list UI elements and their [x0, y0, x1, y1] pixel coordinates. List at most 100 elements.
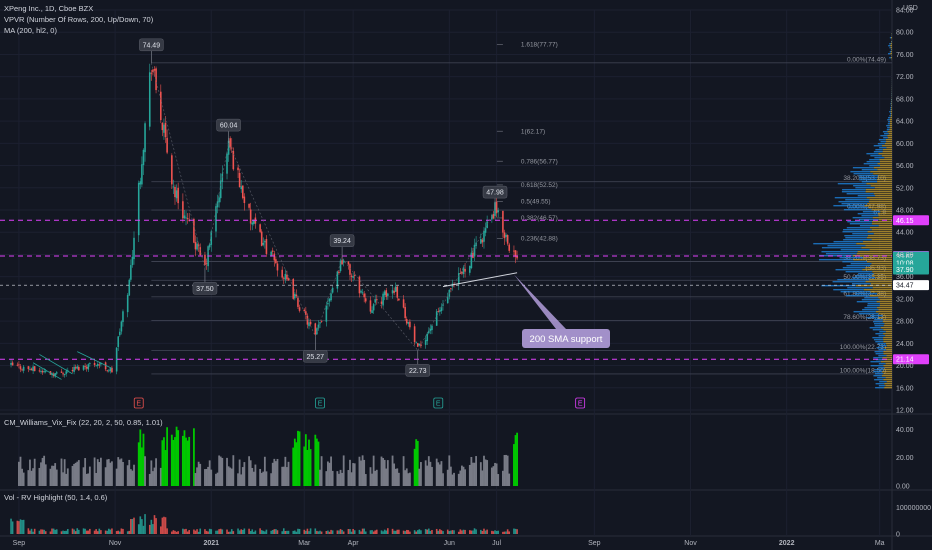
candle-body: [352, 276, 354, 278]
vp-bar-down: [882, 318, 892, 321]
vol-bar: [87, 530, 90, 534]
vp-bar-down: [868, 206, 892, 209]
vol-bar: [429, 530, 432, 534]
candle-body: [227, 140, 230, 155]
vol-bar: [76, 528, 79, 534]
candle-body: [369, 300, 372, 312]
candle-body: [141, 164, 143, 185]
vp-bar-up: [878, 362, 886, 365]
vix-fix-pane: 40.00 20.00 0.00: [18, 426, 914, 491]
vix-bar: [297, 430, 299, 486]
candle-body: [142, 149, 145, 166]
vp-bar-up: [874, 318, 883, 321]
candle-body: [241, 185, 244, 198]
candle-body: [226, 153, 228, 174]
candle-body: [309, 321, 312, 325]
legend-vpvr[interactable]: VPVR (Number Of Rows, 200, Up/Down, 70): [4, 15, 154, 24]
vp-bar-up: [846, 226, 871, 229]
legend-vol[interactable]: Vol - RV Highlight (50, 1.4, 0.6): [4, 493, 108, 502]
vol-bar: [295, 531, 298, 534]
vix-bar: [104, 467, 107, 486]
candle-body: [353, 274, 356, 276]
vol-bar: [513, 528, 515, 534]
candle-body: [393, 290, 395, 293]
vix-bar: [336, 471, 339, 486]
vix-bar: [468, 464, 471, 486]
vp-bar-down: [887, 134, 892, 137]
vix-bar: [139, 429, 142, 486]
vol-bar: [418, 529, 421, 534]
vix-bar: [385, 468, 388, 486]
candle-body: [98, 364, 101, 366]
fib-ret-label: 0.00%(74.49): [847, 56, 886, 63]
vp-bar-down: [872, 270, 892, 273]
vp-bar-down: [862, 268, 892, 271]
vol-bar: [106, 530, 109, 534]
vix-bar: [281, 466, 284, 486]
vol-bar: [325, 530, 328, 534]
vol-bar: [232, 531, 235, 534]
vix-bar: [292, 447, 295, 486]
vol-bar: [240, 529, 243, 534]
candle-body: [375, 299, 378, 301]
vix-bar: [293, 438, 296, 486]
vix-bar: [492, 466, 495, 486]
vix-bar: [177, 430, 180, 486]
vol-bar: [506, 529, 509, 534]
fib-partial-label: (36.93): [865, 265, 886, 272]
vix-bar: [63, 459, 66, 486]
vp-bar-up: [874, 350, 884, 353]
candle-body: [306, 315, 309, 325]
vp-bar-down: [875, 276, 892, 279]
vol-bar: [294, 530, 296, 534]
candle-body: [248, 203, 250, 208]
vix-bar: [241, 467, 244, 486]
vp-bar-down: [882, 148, 892, 151]
vol-bar: [317, 531, 320, 534]
candle-body: [177, 187, 179, 204]
vol-bar: [385, 530, 388, 534]
candle-body: [483, 230, 485, 242]
candle-body: [271, 250, 274, 252]
vix-bar: [65, 473, 68, 486]
candle-body: [508, 244, 511, 251]
vol-bar: [270, 530, 272, 534]
fib-ret-label: 38.20%(38.73): [843, 255, 886, 262]
legend-vix[interactable]: CM_Williams_Vix_Fix (22, 20, 2, 50, 0.85…: [4, 418, 163, 427]
vix-bar: [274, 461, 277, 486]
vol-bar: [183, 529, 186, 534]
candle-body: [360, 290, 362, 293]
vol-bar: [54, 529, 56, 534]
vp-bar-down: [891, 104, 892, 107]
vp-bar-down: [884, 382, 892, 385]
candle-body: [148, 72, 151, 127]
candle-body: [287, 278, 290, 281]
candle-body: [230, 147, 233, 149]
vix-bar: [148, 473, 151, 486]
legend-title[interactable]: XPeng Inc., 1D, Cboe BZX: [4, 4, 94, 13]
vix-bar: [265, 471, 268, 486]
candle-body: [262, 242, 265, 245]
candle-body: [292, 279, 295, 299]
candle-body: [402, 299, 405, 308]
vp-bar-down: [884, 358, 892, 361]
vix-bar: [325, 471, 328, 486]
vol-bar: [11, 521, 14, 534]
candle-body: [205, 263, 208, 265]
candle-body: [128, 279, 131, 296]
vol-bar: [475, 529, 477, 534]
vix-bar: [40, 462, 42, 486]
vp-bar-down: [890, 36, 892, 39]
vol-bar: [155, 518, 157, 534]
vol-bar: [186, 531, 189, 534]
vol-bar: [177, 531, 179, 534]
price-badge: [893, 264, 929, 275]
vix-bar: [484, 459, 487, 486]
legend-ma[interactable]: MA (200, hl2, 0): [4, 26, 57, 35]
candle-body: [265, 239, 268, 254]
vp-bar-up: [890, 104, 892, 107]
chart-overlay: 46.1539.7121.1439.6210:0837.9034.4774.49…: [0, 38, 929, 409]
vp-bar-up: [859, 178, 878, 181]
vix-bar: [21, 468, 23, 486]
